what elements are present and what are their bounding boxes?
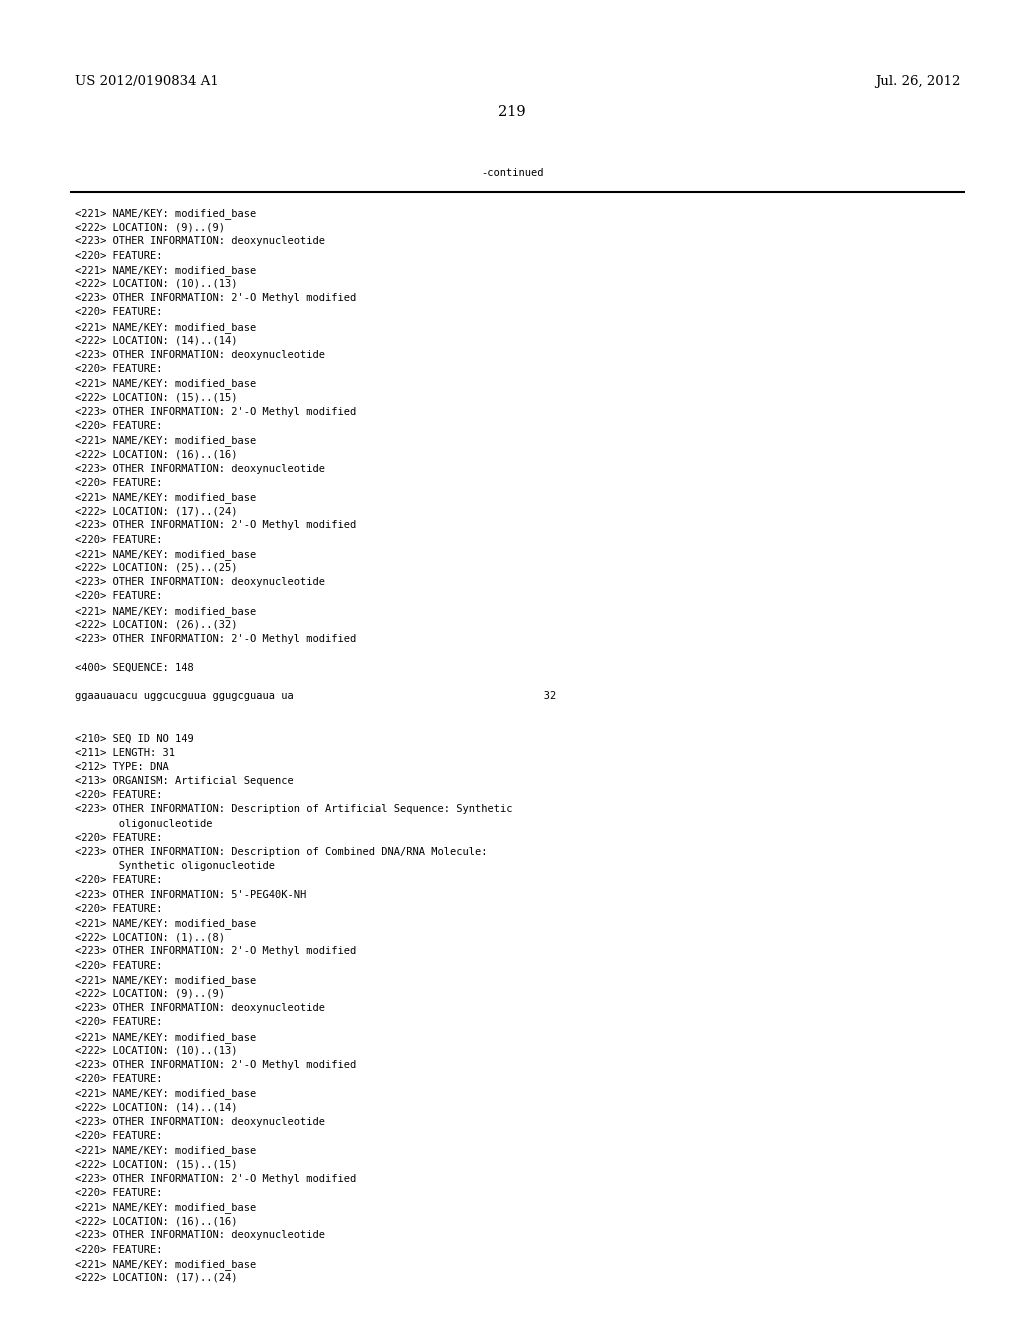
Text: <222> LOCATION: (14)..(14): <222> LOCATION: (14)..(14) xyxy=(75,335,238,346)
Text: <223> OTHER INFORMATION: 2'-O Methyl modified: <223> OTHER INFORMATION: 2'-O Methyl mod… xyxy=(75,1060,356,1071)
Text: <221> NAME/KEY: modified_base: <221> NAME/KEY: modified_base xyxy=(75,209,256,219)
Text: <220> FEATURE:: <220> FEATURE: xyxy=(75,364,163,374)
Text: <221> NAME/KEY: modified_base: <221> NAME/KEY: modified_base xyxy=(75,1259,256,1270)
Text: <223> OTHER INFORMATION: Description of Artificial Sequence: Synthetic: <223> OTHER INFORMATION: Description of … xyxy=(75,804,512,814)
Text: <220> FEATURE:: <220> FEATURE: xyxy=(75,421,163,432)
Text: ggaauauacu uggcucguua ggugcguaua ua                                        32: ggaauauacu uggcucguua ggugcguaua ua 32 xyxy=(75,690,556,701)
Text: US 2012/0190834 A1: US 2012/0190834 A1 xyxy=(75,75,219,88)
Text: <220> FEATURE:: <220> FEATURE: xyxy=(75,591,163,602)
Text: <223> OTHER INFORMATION: 2'-O Methyl modified: <223> OTHER INFORMATION: 2'-O Methyl mod… xyxy=(75,407,356,417)
Text: <221> NAME/KEY: modified_base: <221> NAME/KEY: modified_base xyxy=(75,1032,256,1043)
Text: <220> FEATURE:: <220> FEATURE: xyxy=(75,1188,163,1197)
Text: oligonucleotide: oligonucleotide xyxy=(75,818,213,829)
Text: <223> OTHER INFORMATION: 2'-O Methyl modified: <223> OTHER INFORMATION: 2'-O Methyl mod… xyxy=(75,946,356,957)
Text: Synthetic oligonucleotide: Synthetic oligonucleotide xyxy=(75,861,275,871)
Text: <222> LOCATION: (15)..(15): <222> LOCATION: (15)..(15) xyxy=(75,1159,238,1170)
Text: <220> FEATURE:: <220> FEATURE: xyxy=(75,904,163,913)
Text: <221> NAME/KEY: modified_base: <221> NAME/KEY: modified_base xyxy=(75,265,256,276)
Text: <220> FEATURE:: <220> FEATURE: xyxy=(75,308,163,317)
Text: <220> FEATURE:: <220> FEATURE: xyxy=(75,1245,163,1254)
Text: <213> ORGANISM: Artificial Sequence: <213> ORGANISM: Artificial Sequence xyxy=(75,776,294,785)
Text: <223> OTHER INFORMATION: deoxynucleotide: <223> OTHER INFORMATION: deoxynucleotide xyxy=(75,1003,325,1014)
Text: <223> OTHER INFORMATION: 2'-O Methyl modified: <223> OTHER INFORMATION: 2'-O Methyl mod… xyxy=(75,634,356,644)
Text: <221> NAME/KEY: modified_base: <221> NAME/KEY: modified_base xyxy=(75,492,256,503)
Text: <223> OTHER INFORMATION: deoxynucleotide: <223> OTHER INFORMATION: deoxynucleotide xyxy=(75,1230,325,1241)
Text: <220> FEATURE:: <220> FEATURE: xyxy=(75,961,163,970)
Text: 219: 219 xyxy=(499,106,525,119)
Text: <210> SEQ ID NO 149: <210> SEQ ID NO 149 xyxy=(75,734,194,743)
Text: <221> NAME/KEY: modified_base: <221> NAME/KEY: modified_base xyxy=(75,436,256,446)
Text: <222> LOCATION: (10)..(13): <222> LOCATION: (10)..(13) xyxy=(75,279,238,289)
Text: <220> FEATURE:: <220> FEATURE: xyxy=(75,791,163,800)
Text: <400> SEQUENCE: 148: <400> SEQUENCE: 148 xyxy=(75,663,194,672)
Text: <220> FEATURE:: <220> FEATURE: xyxy=(75,251,163,260)
Text: <223> OTHER INFORMATION: deoxynucleotide: <223> OTHER INFORMATION: deoxynucleotide xyxy=(75,236,325,247)
Text: <221> NAME/KEY: modified_base: <221> NAME/KEY: modified_base xyxy=(75,1146,256,1156)
Text: <221> NAME/KEY: modified_base: <221> NAME/KEY: modified_base xyxy=(75,379,256,389)
Text: <220> FEATURE:: <220> FEATURE: xyxy=(75,1074,163,1084)
Text: <223> OTHER INFORMATION: deoxynucleotide: <223> OTHER INFORMATION: deoxynucleotide xyxy=(75,577,325,587)
Text: <212> TYPE: DNA: <212> TYPE: DNA xyxy=(75,762,169,772)
Text: <222> LOCATION: (16)..(16): <222> LOCATION: (16)..(16) xyxy=(75,1216,238,1226)
Text: <222> LOCATION: (9)..(9): <222> LOCATION: (9)..(9) xyxy=(75,222,225,232)
Text: <222> LOCATION: (1)..(8): <222> LOCATION: (1)..(8) xyxy=(75,932,225,942)
Text: <221> NAME/KEY: modified_base: <221> NAME/KEY: modified_base xyxy=(75,322,256,333)
Text: <220> FEATURE:: <220> FEATURE: xyxy=(75,1018,163,1027)
Text: <222> LOCATION: (9)..(9): <222> LOCATION: (9)..(9) xyxy=(75,989,225,999)
Text: Jul. 26, 2012: Jul. 26, 2012 xyxy=(874,75,961,88)
Text: <220> FEATURE:: <220> FEATURE: xyxy=(75,535,163,545)
Text: <221> NAME/KEY: modified_base: <221> NAME/KEY: modified_base xyxy=(75,1089,256,1100)
Text: <221> NAME/KEY: modified_base: <221> NAME/KEY: modified_base xyxy=(75,606,256,616)
Text: <221> NAME/KEY: modified_base: <221> NAME/KEY: modified_base xyxy=(75,974,256,986)
Text: <223> OTHER INFORMATION: deoxynucleotide: <223> OTHER INFORMATION: deoxynucleotide xyxy=(75,463,325,474)
Text: -continued: -continued xyxy=(480,168,544,178)
Text: <223> OTHER INFORMATION: deoxynucleotide: <223> OTHER INFORMATION: deoxynucleotide xyxy=(75,1117,325,1127)
Text: <220> FEATURE:: <220> FEATURE: xyxy=(75,833,163,842)
Text: <222> LOCATION: (25)..(25): <222> LOCATION: (25)..(25) xyxy=(75,564,238,573)
Text: <220> FEATURE:: <220> FEATURE: xyxy=(75,1131,163,1140)
Text: <222> LOCATION: (16)..(16): <222> LOCATION: (16)..(16) xyxy=(75,449,238,459)
Text: <223> OTHER INFORMATION: 2'-O Methyl modified: <223> OTHER INFORMATION: 2'-O Methyl mod… xyxy=(75,1173,356,1184)
Text: <222> LOCATION: (15)..(15): <222> LOCATION: (15)..(15) xyxy=(75,392,238,403)
Text: <220> FEATURE:: <220> FEATURE: xyxy=(75,875,163,886)
Text: <223> OTHER INFORMATION: 2'-O Methyl modified: <223> OTHER INFORMATION: 2'-O Methyl mod… xyxy=(75,520,356,531)
Text: <222> LOCATION: (10)..(13): <222> LOCATION: (10)..(13) xyxy=(75,1045,238,1056)
Text: <222> LOCATION: (17)..(24): <222> LOCATION: (17)..(24) xyxy=(75,1272,238,1283)
Text: <223> OTHER INFORMATION: Description of Combined DNA/RNA Molecule:: <223> OTHER INFORMATION: Description of … xyxy=(75,847,487,857)
Text: <223> OTHER INFORMATION: deoxynucleotide: <223> OTHER INFORMATION: deoxynucleotide xyxy=(75,350,325,360)
Text: <211> LENGTH: 31: <211> LENGTH: 31 xyxy=(75,747,175,758)
Text: <221> NAME/KEY: modified_base: <221> NAME/KEY: modified_base xyxy=(75,1203,256,1213)
Text: <222> LOCATION: (17)..(24): <222> LOCATION: (17)..(24) xyxy=(75,506,238,516)
Text: <222> LOCATION: (26)..(32): <222> LOCATION: (26)..(32) xyxy=(75,620,238,630)
Text: <220> FEATURE:: <220> FEATURE: xyxy=(75,478,163,488)
Text: <221> NAME/KEY: modified_base: <221> NAME/KEY: modified_base xyxy=(75,917,256,929)
Text: <221> NAME/KEY: modified_base: <221> NAME/KEY: modified_base xyxy=(75,549,256,560)
Text: <222> LOCATION: (14)..(14): <222> LOCATION: (14)..(14) xyxy=(75,1102,238,1113)
Text: <223> OTHER INFORMATION: 2'-O Methyl modified: <223> OTHER INFORMATION: 2'-O Methyl mod… xyxy=(75,293,356,304)
Text: <223> OTHER INFORMATION: 5'-PEG40K-NH: <223> OTHER INFORMATION: 5'-PEG40K-NH xyxy=(75,890,306,900)
